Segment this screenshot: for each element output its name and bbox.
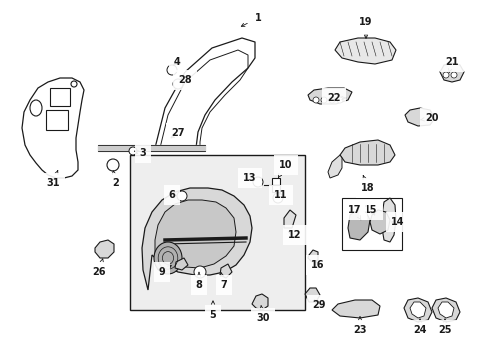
Text: 16: 16	[311, 260, 324, 270]
Text: 24: 24	[412, 319, 426, 335]
Ellipse shape	[442, 72, 448, 78]
Ellipse shape	[129, 147, 137, 155]
Ellipse shape	[173, 79, 183, 89]
Text: 3: 3	[134, 148, 146, 158]
Ellipse shape	[336, 97, 342, 103]
Text: 26: 26	[92, 259, 105, 277]
Text: 23: 23	[352, 317, 366, 335]
Text: 22: 22	[326, 93, 345, 103]
Polygon shape	[403, 298, 431, 322]
Text: 2: 2	[112, 170, 119, 188]
Ellipse shape	[312, 97, 318, 103]
Ellipse shape	[154, 242, 182, 274]
Ellipse shape	[167, 65, 177, 75]
Text: 12: 12	[287, 230, 301, 240]
Text: 27: 27	[171, 128, 184, 138]
Bar	[50, 88, 70, 106]
Text: 13: 13	[243, 173, 256, 183]
Polygon shape	[155, 200, 236, 270]
Text: 10: 10	[278, 160, 292, 177]
Polygon shape	[334, 38, 395, 64]
Text: 28: 28	[178, 75, 191, 85]
Polygon shape	[98, 145, 204, 151]
Text: 19: 19	[359, 17, 372, 38]
Bar	[46, 110, 68, 130]
Polygon shape	[381, 198, 395, 242]
Text: 18: 18	[361, 175, 374, 193]
Ellipse shape	[194, 266, 205, 278]
Polygon shape	[22, 78, 84, 178]
Text: 29: 29	[312, 300, 325, 310]
Ellipse shape	[167, 260, 177, 270]
Ellipse shape	[450, 72, 456, 78]
Polygon shape	[327, 155, 341, 178]
Text: 21: 21	[445, 57, 458, 72]
Text: 15: 15	[364, 205, 377, 215]
Text: 4: 4	[173, 57, 180, 67]
Polygon shape	[404, 108, 434, 126]
Polygon shape	[339, 140, 394, 165]
Polygon shape	[251, 294, 267, 310]
Text: 17: 17	[347, 205, 361, 220]
Polygon shape	[305, 288, 319, 302]
Polygon shape	[347, 210, 369, 240]
Ellipse shape	[177, 191, 186, 201]
Bar	[341, 198, 401, 250]
Text: 11: 11	[274, 190, 287, 200]
Bar	[130, 155, 305, 310]
Text: 1: 1	[241, 13, 261, 26]
Text: 20: 20	[420, 113, 438, 123]
Polygon shape	[409, 302, 425, 318]
Polygon shape	[175, 258, 187, 270]
Text: 6: 6	[168, 190, 176, 200]
Text: 7: 7	[220, 273, 227, 290]
Polygon shape	[271, 178, 280, 192]
Ellipse shape	[107, 159, 119, 171]
Text: 30: 30	[256, 305, 269, 323]
Polygon shape	[431, 298, 459, 322]
Text: 31: 31	[46, 171, 60, 188]
Ellipse shape	[328, 97, 334, 103]
Ellipse shape	[30, 100, 42, 116]
Text: 8: 8	[195, 272, 202, 290]
Polygon shape	[331, 300, 379, 318]
Ellipse shape	[252, 177, 263, 187]
Polygon shape	[369, 210, 389, 234]
Text: 9: 9	[158, 266, 171, 277]
Ellipse shape	[71, 81, 77, 87]
Polygon shape	[95, 240, 114, 258]
Text: 14: 14	[390, 217, 404, 227]
Polygon shape	[142, 188, 251, 290]
Polygon shape	[220, 264, 231, 278]
Polygon shape	[307, 250, 317, 262]
Ellipse shape	[272, 193, 283, 203]
Text: 5: 5	[209, 301, 216, 320]
Text: 25: 25	[437, 319, 451, 335]
Polygon shape	[307, 88, 351, 104]
Polygon shape	[437, 302, 453, 318]
Ellipse shape	[320, 97, 326, 103]
Polygon shape	[284, 210, 295, 228]
Polygon shape	[439, 63, 463, 82]
